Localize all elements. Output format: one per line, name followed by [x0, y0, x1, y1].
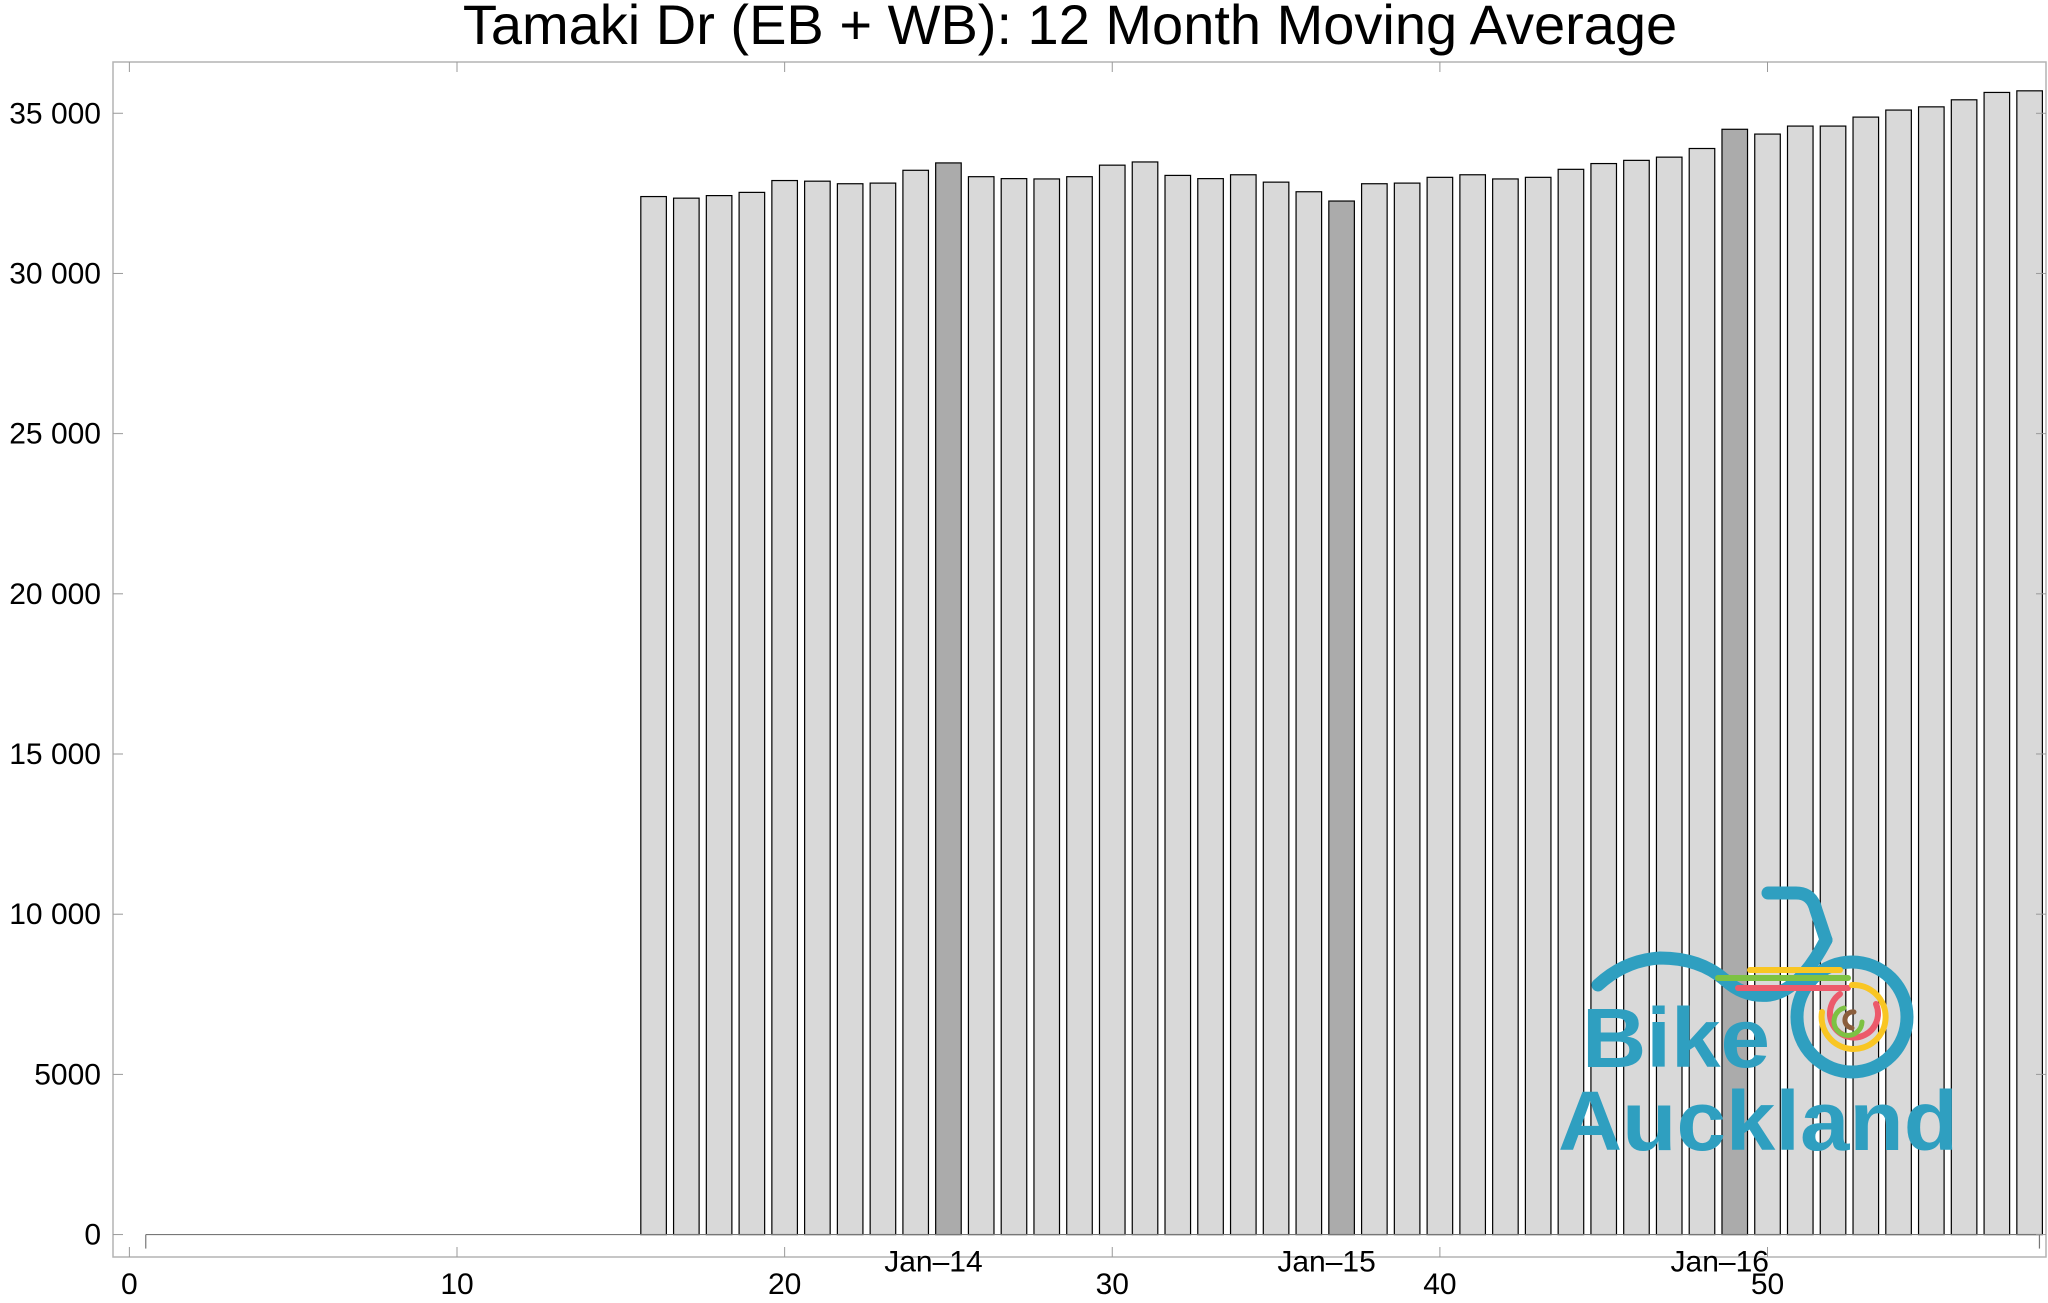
bar-21	[804, 180, 831, 1236]
bar-56	[1950, 99, 1978, 1236]
bar-22	[836, 183, 864, 1236]
bar-34	[1229, 174, 1257, 1236]
bar-16	[640, 195, 667, 1236]
bar-45	[1590, 162, 1618, 1236]
bar-57	[1983, 91, 2011, 1236]
logo-line2: Auckland	[1558, 1074, 1958, 1168]
baseline	[145, 1233, 2041, 1249]
x-tick-label-1: 10	[440, 1268, 473, 1301]
bar-55	[1917, 106, 1945, 1236]
bar-18	[705, 195, 733, 1236]
y-tick-label-2: 10 000	[9, 898, 101, 931]
bar-44	[1557, 168, 1585, 1236]
logo-line1: Bike	[1582, 991, 1770, 1085]
bar-50	[1754, 133, 1781, 1236]
y-axis: 0 5000 10 000 15 000 20 000 25 000 30 000 35 00…	[9, 97, 2046, 1252]
bar-58	[2016, 90, 2043, 1236]
bike-auckland-logo: Bike Auckland	[1558, 886, 1958, 1168]
bar-27	[1000, 178, 1028, 1236]
bar-47	[1655, 156, 1683, 1236]
y-tick-label-3: 15 000	[9, 738, 101, 771]
y-tick-label-1: 5000	[34, 1058, 101, 1091]
bar-32	[1164, 174, 1192, 1236]
bar-38	[1360, 183, 1388, 1236]
bar-54	[1885, 109, 1912, 1236]
bar-43	[1524, 176, 1552, 1236]
bar-19	[738, 191, 766, 1236]
bar-35	[1262, 181, 1290, 1236]
y-tick-label-7: 35 000	[9, 97, 101, 130]
bicycle-icon	[1591, 886, 1914, 1079]
bar-30	[1098, 164, 1126, 1236]
bar-36	[1295, 191, 1323, 1236]
x-axis: 0 10 20 30 40 50	[121, 62, 1784, 1301]
plot-frame	[112, 61, 2047, 1258]
bar-28	[1033, 178, 1061, 1236]
month-marker-0: Jan–14	[884, 1246, 982, 1279]
month-marker-2: Jan–16	[1671, 1246, 1769, 1279]
y-tick-label-4: 20 000	[9, 578, 101, 611]
bar-46	[1623, 159, 1650, 1236]
x-tick-label-3: 30	[1096, 1268, 1129, 1301]
bar-29	[1066, 176, 1093, 1236]
bar-31	[1131, 161, 1159, 1236]
x-tick-label-2: 20	[768, 1268, 801, 1301]
bar-33	[1197, 178, 1224, 1236]
x-tick-label-0: 0	[121, 1268, 138, 1301]
chart-title: Tamaki Dr (EB + WB): 12 Month Moving Ave…	[463, 0, 1677, 56]
bar-41	[1459, 174, 1487, 1236]
y-tick-label-0: 0	[84, 1219, 101, 1252]
bar-40	[1426, 176, 1454, 1236]
bar-25	[935, 162, 962, 1236]
x-tick-label-5: 50	[1751, 1268, 1784, 1301]
bar-48	[1688, 147, 1716, 1236]
bar-42	[1492, 178, 1519, 1236]
bar-17	[672, 197, 700, 1236]
bars-group	[640, 90, 2043, 1236]
bar-39	[1393, 182, 1421, 1236]
month-marker-1: Jan–15	[1277, 1246, 1375, 1279]
x-tick-label-4: 40	[1423, 1268, 1456, 1301]
bar-24	[902, 169, 930, 1236]
bar-37	[1328, 200, 1355, 1236]
bar-26	[967, 176, 995, 1236]
bar-23	[869, 182, 897, 1236]
y-tick-label-6: 30 000	[9, 257, 101, 290]
bar-20	[771, 179, 799, 1236]
y-tick-label-5: 25 000	[9, 418, 101, 451]
month-markers: Jan–14 Jan–15 Jan–16	[884, 1246, 1769, 1279]
bar-51	[1786, 125, 1814, 1236]
